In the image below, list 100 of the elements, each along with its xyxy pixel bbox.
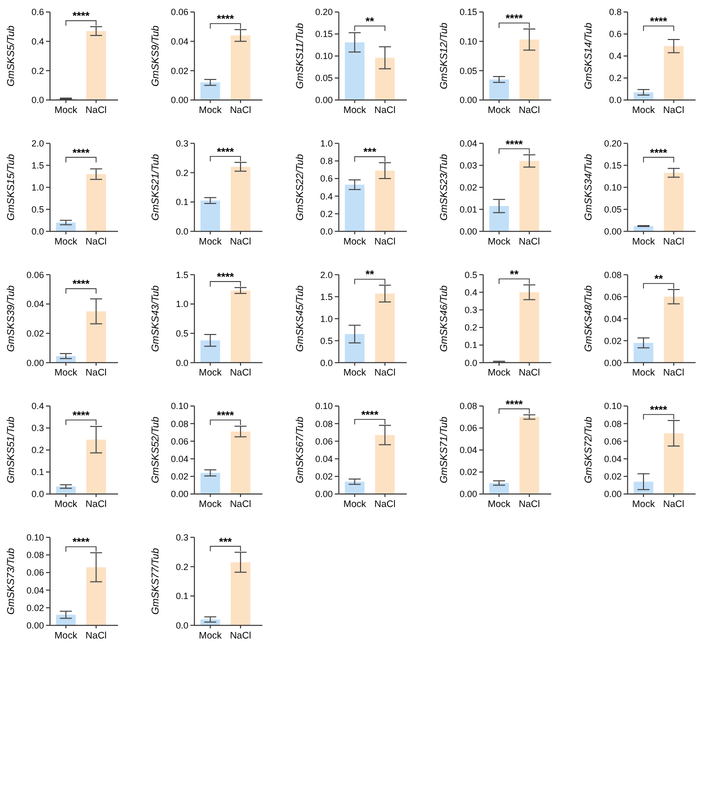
x-tick-label: NaCl [374, 499, 396, 510]
y-tick-label: 0.00 [315, 95, 333, 106]
y-tick-label: 0.00 [170, 95, 188, 106]
annotation: **** [216, 146, 235, 158]
x-tick-label: NaCl [663, 236, 684, 248]
y-tick-label: 0.00 [604, 489, 622, 500]
annotation: **** [72, 147, 90, 160]
y-tick-label: 0.0 [176, 358, 188, 368]
y-tick-label: 0.4 [31, 36, 44, 46]
y-tick-label: 0.10 [315, 51, 333, 62]
y-tick-label: 0.04 [170, 36, 188, 46]
y-tick-label: 0.00 [26, 358, 44, 368]
x-tick-label: Mock [343, 236, 366, 248]
x-tick-label: Mock [54, 499, 78, 510]
annotation: ** [654, 274, 664, 286]
y-tick-label: 0.05 [460, 66, 478, 76]
x-tick-label: NaCl [374, 105, 396, 116]
y-axis-title: GmSKS12/Tub [439, 22, 450, 90]
y-axis-title: GmSKS72/Tub [584, 416, 595, 484]
x-tick-label: Mock [198, 105, 222, 116]
y-tick-label: 0.8 [320, 156, 333, 166]
annotation: ** [366, 269, 375, 282]
x-tick-label: Mock [198, 499, 222, 510]
y-tick-label: 0.08 [460, 401, 478, 412]
x-tick-label: Mock [343, 105, 366, 116]
y-axis-title: GmSKS14/Tub [584, 22, 595, 90]
y-axis-title: GmSKS77/Tub [150, 548, 162, 615]
y-tick-label: 0.08 [604, 270, 622, 280]
y-tick-label: 0.1 [464, 340, 478, 350]
y-tick-label: 0.06 [26, 270, 44, 280]
y-tick-label: 0.20 [315, 7, 333, 18]
annotation: **** [506, 13, 524, 26]
x-tick-label: NaCl [663, 499, 684, 510]
annotation: *** [218, 536, 233, 548]
y-tick-label: 0.06 [170, 7, 188, 18]
y-tick-label: 0.3 [176, 532, 188, 542]
y-tick-label: 0.08 [315, 418, 333, 429]
y-tick-label: 0.0 [176, 620, 188, 630]
annotation: *** [363, 146, 377, 159]
x-tick-label: NaCl [86, 630, 107, 642]
y-tick-label: 0.8 [609, 7, 622, 18]
y-axis-title: GmSKS15/Tub [6, 154, 17, 221]
y-tick-label: 1.5 [320, 292, 333, 302]
y-tick-label: 0.02 [26, 602, 44, 613]
y-axis-title: GmSKS43/Tub [150, 284, 162, 352]
y-tick-label: 0.04 [170, 454, 188, 464]
y-tick-label: 2.0 [320, 270, 333, 280]
y-tick-label: 1.0 [320, 314, 333, 324]
y-tick-label: 0.5 [320, 336, 333, 346]
y-tick-label: 1.0 [320, 138, 333, 148]
x-tick-label: NaCl [374, 368, 396, 379]
y-tick-label: 0.08 [170, 418, 188, 429]
y-tick-label: 0.04 [604, 454, 622, 464]
x-tick-label: Mock [343, 499, 366, 510]
x-tick-label: NaCl [518, 236, 540, 248]
y-tick-label: 0.6 [31, 7, 44, 18]
y-tick-label: 0.5 [464, 270, 478, 280]
y-tick-label: 0.06 [604, 292, 622, 302]
x-tick-label: NaCl [663, 105, 684, 116]
y-tick-label: 0.04 [315, 454, 333, 464]
y-tick-label: 0.6 [609, 29, 622, 40]
y-axis-title: GmSKS73/Tub [6, 548, 17, 615]
y-tick-label: 0.00 [26, 620, 44, 630]
y-tick-label: 0.02 [315, 472, 333, 482]
annotation: **** [72, 536, 90, 549]
x-tick-label: Mock [488, 499, 511, 510]
y-tick-label: 0.10 [170, 401, 188, 412]
x-tick-label: NaCl [374, 236, 396, 248]
y-tick-label: 0.04 [26, 299, 44, 310]
y-tick-label: 0.0 [464, 358, 478, 368]
x-tick-label: NaCl [230, 236, 252, 248]
x-tick-label: Mock [198, 368, 222, 379]
x-tick-label: Mock [343, 368, 366, 379]
y-tick-label: 0.0 [320, 358, 333, 368]
annotation: **** [650, 16, 668, 28]
y-axis-title: GmSKS23/Tub [439, 154, 450, 221]
y-tick-label: 0.02 [460, 182, 478, 192]
annotation: ** [366, 16, 375, 28]
y-tick-label: 0.3 [176, 138, 188, 148]
annotation: ** [510, 268, 520, 281]
annotation: **** [72, 278, 90, 291]
x-tick-label: Mock [632, 499, 656, 510]
y-axis-title: GmSKS22/Tub [294, 154, 306, 221]
x-tick-label: NaCl [230, 630, 252, 642]
x-tick-label: NaCl [230, 499, 252, 510]
y-tick-label: 1.0 [176, 299, 188, 310]
y-tick-label: 0.10 [315, 401, 333, 412]
y-tick-label: 0.00 [460, 226, 478, 236]
y-tick-label: 0.05 [315, 73, 333, 84]
y-tick-label: 1.5 [31, 160, 44, 170]
annotation: **** [361, 409, 380, 422]
x-tick-label: Mock [198, 630, 222, 642]
x-tick-label: NaCl [230, 105, 252, 116]
y-tick-label: 0.04 [604, 314, 622, 324]
y-tick-label: 0.15 [460, 7, 478, 18]
x-tick-label: Mock [54, 236, 78, 248]
y-tick-label: 0.4 [320, 191, 333, 202]
y-tick-label: 0.02 [460, 467, 478, 478]
y-tick-label: 0.2 [176, 562, 188, 572]
y-axis-title: GmSKS34/Tub [584, 154, 595, 221]
